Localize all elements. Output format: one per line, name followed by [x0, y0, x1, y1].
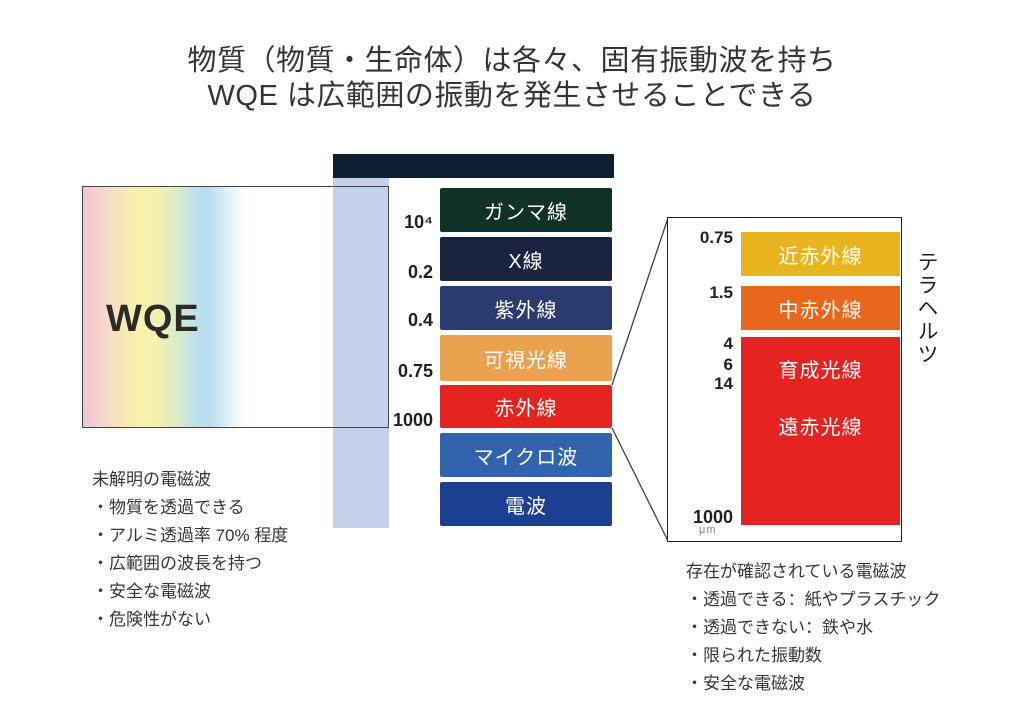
band-far-red-ray-label: 遠赤光線: [778, 417, 863, 439]
notes-left-item: ・アルミ透過率 70% 程度: [92, 526, 289, 545]
scale-label-1000: 1000: [392, 410, 433, 430]
detail-scale-1000: 1000: [692, 507, 733, 527]
band-near-infrared: 近赤外線: [741, 232, 900, 276]
detail-scale-0-75: 0.75: [699, 228, 733, 247]
infrared-detail-panel: 近赤外線 中赤外線 育成光線 遠赤光線: [667, 217, 902, 542]
band-visible-light-label: 可視光線: [484, 349, 568, 372]
band-radio-wave: 電波: [440, 482, 612, 526]
scale-label-0-2: 0.2: [407, 262, 433, 282]
scale-label-0-75: 0.75: [397, 361, 433, 381]
notes-left-item: ・物質を透過できる: [92, 498, 245, 517]
band-infrared: 赤外線: [440, 385, 612, 428]
notes-left-item: ・危険性がない: [92, 610, 211, 629]
notes-left-item: ・広範囲の波長を持つ: [92, 554, 262, 573]
band-near-infrared-label: 近赤外線: [778, 245, 863, 268]
notes-right-item: ・透過できる：紙やプラスチック: [686, 590, 941, 609]
unit-micrometer-label: μm: [699, 524, 717, 536]
notes-right-heading: 存在が確認されている電磁波: [686, 562, 907, 581]
band-gamma-ray: ガンマ線: [440, 188, 612, 232]
band-mid-infrared-label: 中赤外線: [778, 299, 863, 322]
scale-label-10e4: 10⁴: [404, 212, 433, 232]
top-dark-bar: [333, 154, 614, 178]
band-gamma-ray-label: ガンマ線: [484, 201, 568, 224]
band-far-infrared: 育成光線 遠赤光線: [741, 337, 900, 525]
notes-right-item: ・限られた振動数: [686, 646, 822, 665]
notes-confirmed-waves: 存在が確認されている電磁波 ・透過できる：紙やプラスチック ・透過できない：鉄や…: [686, 558, 940, 698]
wqe-range-box-border: [82, 186, 389, 428]
detail-scale-6: 6: [723, 355, 733, 374]
band-radio-wave-label: 電波: [505, 495, 547, 518]
wqe-label: WQE: [106, 298, 200, 340]
notes-unexplained-waves: 未解明の電磁波 ・物質を透過できる ・アルミ透過率 70% 程度 ・広範囲の波長…: [92, 466, 288, 634]
notes-left-item: ・安全な電磁波: [92, 582, 211, 601]
band-ultraviolet-label: 紫外線: [494, 299, 558, 322]
band-growth-ray-label: 育成光線: [778, 360, 863, 382]
detail-scale-4: 4: [723, 334, 733, 353]
band-visible-light: 可視光線: [440, 335, 612, 381]
band-mid-infrared: 中赤外線: [741, 286, 900, 330]
notes-left-heading: 未解明の電磁波: [92, 470, 211, 489]
detail-scale-1-5: 1.5: [709, 283, 733, 302]
band-ultraviolet: 紫外線: [440, 286, 612, 330]
terahertz-label: テラヘルツ: [915, 251, 938, 366]
page-title: 物質（物質・生命体）は各々、固有振動波を持ち WQE は広範囲の振動を発生させる…: [0, 44, 1024, 114]
wqe-highlight-column: [333, 176, 389, 528]
band-x-ray: X線: [440, 237, 612, 281]
detail-scale-14: 14: [714, 374, 733, 393]
band-x-ray-label: X線: [508, 250, 544, 273]
band-microwave-label: マイクロ波: [473, 446, 579, 469]
scale-label-0-4: 0.4: [407, 310, 433, 330]
title-line-1: 物質（物質・生命体）は各々、固有振動波を持ち: [187, 45, 837, 77]
notes-right-item: ・安全な電磁波: [686, 674, 805, 693]
band-microwave: マイクロ波: [440, 433, 612, 477]
band-infrared-label: 赤外線: [494, 398, 558, 420]
notes-right-item: ・透過できない：鉄や水: [686, 618, 873, 637]
title-line-2: WQE は広範囲の振動を発生させることできる: [207, 80, 817, 112]
